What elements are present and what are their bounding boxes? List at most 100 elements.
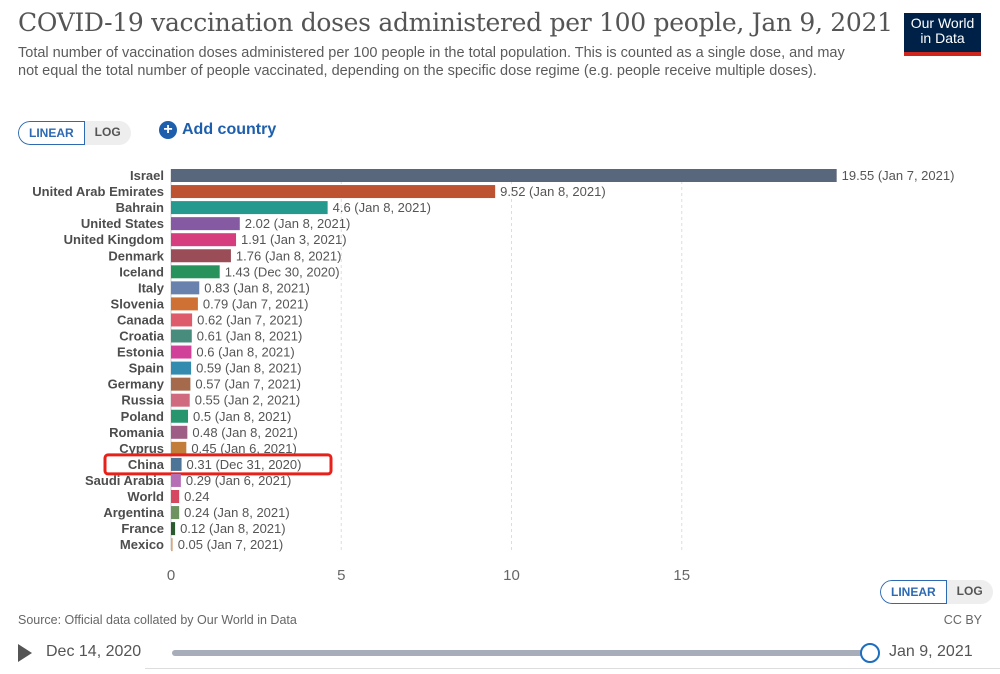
bar <box>171 201 328 215</box>
timeline-end-date: Jan 9, 2021 <box>889 643 973 660</box>
chart-subtitle: Total number of vaccination doses admini… <box>18 45 845 79</box>
value-label: 0.48 (Jan 8, 2021) <box>192 425 298 440</box>
bar <box>171 345 192 359</box>
category-label: Germany <box>108 377 165 392</box>
bar <box>171 538 173 552</box>
value-label: 4.6 (Jan 8, 2021) <box>333 200 431 215</box>
bar <box>171 441 187 455</box>
log-scale-button[interactable]: LOG <box>94 125 121 139</box>
value-label: 0.62 (Jan 7, 2021) <box>197 312 303 327</box>
category-label: United Kingdom <box>64 232 164 247</box>
bar <box>171 377 191 391</box>
value-label: 2.02 (Jan 8, 2021) <box>245 216 351 231</box>
value-label: 0.24 <box>184 489 209 504</box>
value-label: 1.43 (Dec 30, 2020) <box>225 264 340 279</box>
bar <box>171 169 837 182</box>
value-label: 1.76 (Jan 8, 2021) <box>236 248 342 263</box>
category-label: Argentina <box>103 505 164 520</box>
value-label: 0.57 (Jan 7, 2021) <box>195 377 301 392</box>
category-label: United Arab Emirates <box>32 184 164 199</box>
value-label: 0.59 (Jan 8, 2021) <box>196 361 302 376</box>
x-tick-label: 10 <box>503 567 520 584</box>
bar <box>171 506 180 520</box>
bar <box>171 217 240 231</box>
value-label: 0.24 (Jan 8, 2021) <box>184 505 290 520</box>
timeline-start-date: Dec 14, 2020 <box>46 643 142 660</box>
bar <box>171 297 198 311</box>
timeline-track[interactable] <box>172 650 867 656</box>
license-link[interactable]: CC BY <box>943 613 982 627</box>
category-label: Estonia <box>117 345 165 360</box>
category-label: Romania <box>109 425 165 440</box>
add-country-button[interactable]: + Add country <box>159 121 276 139</box>
bar <box>171 425 188 439</box>
logo-line-1: Our World <box>910 15 975 31</box>
category-label: Cyprus <box>119 441 164 456</box>
bar <box>171 522 176 536</box>
source-note: Source: Official data collated by Our Wo… <box>18 613 297 627</box>
bar <box>171 393 190 407</box>
linear-scale-button[interactable]: LINEAR <box>18 121 85 145</box>
bar <box>171 233 237 247</box>
category-label: China <box>128 457 165 472</box>
tab-divider <box>145 668 1000 669</box>
value-label: 0.45 (Jan 6, 2021) <box>191 441 297 456</box>
category-label: France <box>121 521 164 536</box>
x-tick-label: 0 <box>167 567 175 584</box>
category-label: Slovenia <box>111 296 165 311</box>
value-label: 19.55 (Jan 7, 2021) <box>842 168 955 183</box>
value-label: 0.61 (Jan 8, 2021) <box>197 329 303 344</box>
value-label: 1.91 (Jan 3, 2021) <box>241 232 347 247</box>
bar <box>171 265 220 279</box>
bar <box>171 361 192 375</box>
timeline: Dec 14, 2020 Jan 9, 2021 <box>0 640 1000 666</box>
category-label: Spain <box>129 361 164 376</box>
value-label: 0.79 (Jan 7, 2021) <box>203 296 309 311</box>
bar <box>171 409 189 423</box>
value-label: 9.52 (Jan 8, 2021) <box>500 184 606 199</box>
chart-title: COVID-19 vaccination doses administered … <box>18 8 893 37</box>
category-label: Mexico <box>120 537 164 552</box>
bar <box>171 185 496 199</box>
bar <box>171 457 182 471</box>
bar <box>171 473 181 487</box>
bar <box>171 329 192 343</box>
value-label: 0.12 (Jan 8, 2021) <box>180 521 286 536</box>
bar <box>171 490 180 503</box>
x-tick-label: 5 <box>337 567 345 584</box>
logo-line-2: in Data <box>920 30 965 46</box>
value-label: 0.31 (Dec 31, 2020) <box>187 457 302 472</box>
x-tick-label: 15 <box>673 567 690 584</box>
highlight-box <box>103 453 333 476</box>
category-label: World <box>127 489 164 504</box>
category-label: Israel <box>130 168 164 183</box>
value-label: 0.55 (Jan 2, 2021) <box>195 393 301 408</box>
category-label: Iceland <box>119 264 164 279</box>
bar <box>171 281 200 295</box>
log-scale-button-bottom[interactable]: LOG <box>956 584 983 598</box>
add-country-label: Add country <box>182 121 277 138</box>
plus-circle-icon: + <box>159 121 177 139</box>
bar-chart: 0 5 10 15 Israel 19.55 (Jan 7, 2021) United Ar… <box>32 168 955 584</box>
category-label: Russia <box>121 393 164 408</box>
category-label: Denmark <box>108 248 164 263</box>
category-label: Bahrain <box>116 200 164 215</box>
category-label: Italy <box>138 280 165 295</box>
bar <box>171 313 193 327</box>
category-label: United States <box>81 216 164 231</box>
category-label: Croatia <box>119 329 165 344</box>
linear-scale-button-bottom[interactable]: LINEAR <box>880 580 947 604</box>
value-label: 0.5 (Jan 8, 2021) <box>193 409 291 424</box>
timeline-handle[interactable] <box>860 643 880 663</box>
category-label: Poland <box>121 409 164 424</box>
value-label: 0.29 (Jan 6, 2021) <box>186 473 292 488</box>
play-icon[interactable] <box>18 644 32 662</box>
value-label: 0.83 (Jan 8, 2021) <box>204 280 310 295</box>
bar <box>171 249 231 263</box>
value-label: 0.05 (Jan 7, 2021) <box>178 537 284 552</box>
scale-toggle-top: LINEAR LOG <box>18 121 131 145</box>
value-label: 0.6 (Jan 8, 2021) <box>196 345 294 360</box>
category-label: Saudi Arabia <box>85 473 165 488</box>
owid-logo[interactable]: Our World in Data <box>904 13 981 56</box>
category-label: Canada <box>117 312 165 327</box>
